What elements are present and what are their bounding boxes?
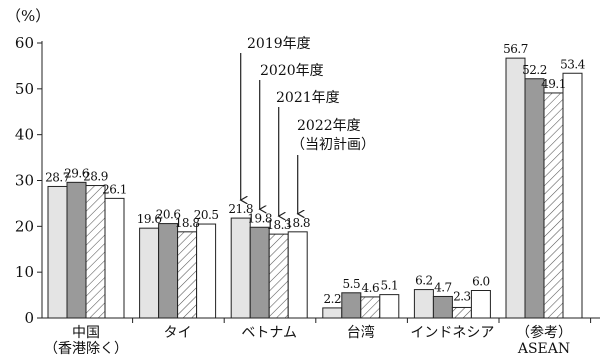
data-label: 53.4: [560, 57, 586, 71]
legend-label-line2: （当初計画）: [291, 136, 375, 153]
y-tick-label: 0: [24, 309, 34, 327]
data-labels-layer: 28.7 19.6 21.8 2.2 6.2 56.7 29.6 20.6 19.8 5.5 4.7…: [45, 42, 586, 306]
data-label: 4.7: [434, 280, 452, 294]
data-label: 5.5: [343, 277, 361, 291]
legend-label: 2019年度: [247, 36, 311, 52]
bar: [413, 289, 434, 319]
data-label: 21.8: [228, 202, 253, 216]
bar: [341, 292, 362, 319]
legend-label: 2021年度: [276, 90, 340, 106]
bar: [432, 295, 453, 319]
y-tick-label: 10: [15, 263, 34, 281]
data-label: 19.6: [137, 212, 162, 226]
data-label: 4.6: [362, 281, 380, 295]
y-tick-label: 60: [15, 34, 34, 52]
category-label: インドネシア: [410, 325, 494, 341]
y-tick-label: 50: [15, 80, 34, 98]
axes: 0 10 20 30 40 50 60: [15, 34, 600, 327]
data-label: 20.5: [194, 208, 219, 222]
category-label: ASEAN: [517, 341, 570, 356]
data-label: 49.1: [541, 77, 566, 91]
y-tick-label: 40: [15, 126, 34, 144]
bar: [524, 78, 545, 319]
bar: [104, 197, 125, 319]
data-label: 18.8: [175, 216, 200, 230]
bar: [66, 181, 87, 319]
category-label: タイ: [164, 325, 192, 341]
legend-label: 2022年度: [297, 118, 361, 134]
data-label: 56.7: [503, 42, 528, 56]
data-label: 2.2: [324, 292, 342, 306]
bar: [139, 227, 160, 319]
data-label: 2.3: [453, 289, 471, 303]
data-label: 19.8: [247, 211, 272, 225]
bar: [268, 233, 289, 319]
bar: [196, 223, 217, 319]
bar: [451, 306, 472, 319]
bar: [562, 72, 583, 319]
category-label: 台湾: [347, 324, 375, 341]
data-label: 5.1: [381, 279, 399, 293]
bar: [287, 231, 308, 319]
data-label: 6.2: [415, 274, 433, 288]
category-labels-layer: 中国（香港除く） タイ ベトナム 台湾 インドネシア （参考）ASEAN: [44, 324, 572, 356]
data-label: 29.6: [64, 166, 89, 180]
y-unit-label: （%）: [6, 7, 50, 25]
category-label: （香港除く）: [44, 341, 128, 356]
bar: [360, 296, 381, 319]
bar: [470, 290, 491, 319]
bar: [322, 307, 343, 319]
bar: [543, 92, 564, 319]
data-label: 18.8: [285, 216, 310, 230]
data-label: 18.3: [266, 218, 291, 232]
legend-label: 2020年度: [260, 63, 324, 79]
category-label: 中国: [72, 325, 100, 341]
data-label: 20.6: [156, 208, 181, 222]
bar: [249, 226, 270, 319]
bar: [379, 294, 400, 319]
y-tick-label: 30: [15, 172, 34, 190]
bars-layer: [47, 57, 583, 319]
bar: [177, 231, 198, 319]
legend-callouts: 2019年度 2020年度 2021年度 2022年度 （当初計画）: [241, 36, 375, 216]
category-label: ベトナム: [241, 325, 297, 341]
data-label: 26.1: [102, 182, 127, 196]
bar: [230, 217, 251, 319]
data-label: 28.9: [83, 170, 108, 184]
bar: [85, 185, 106, 319]
y-tick-label: 20: [15, 217, 34, 235]
data-label: 28.7: [45, 170, 70, 184]
bar: [158, 223, 179, 319]
category-label: （参考）: [516, 324, 572, 341]
bar: [47, 185, 68, 319]
data-label: 6.0: [472, 275, 490, 289]
bar: [505, 57, 526, 319]
data-label: 52.2: [522, 63, 547, 77]
